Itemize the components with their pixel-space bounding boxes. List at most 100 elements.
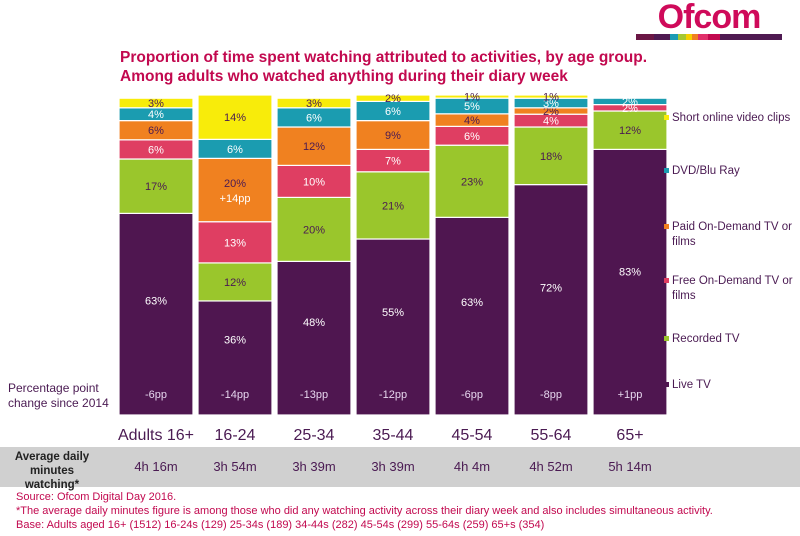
bar-segment [592,148,668,416]
data-label: 2% [622,103,638,115]
chart-title-line1: Proportion of time spent watching attrib… [120,49,648,66]
data-label: 3% [148,98,164,110]
data-label: 10% [303,176,325,188]
legend-label-cont: films [672,290,696,302]
data-label: 63% [145,295,167,307]
data-label: 6% [148,144,164,156]
stacked-bar-chart: 63%17%6%6%4%3%-6pp36%12%13%20%+14pp6%14%… [118,92,793,444]
logo-strip-segment [670,34,678,40]
legend: Short online video clips DVD/Blu Ray Paid … [664,112,793,391]
legend-swatch [664,336,669,341]
annotation-label: +14pp [220,193,251,205]
data-label: 83% [619,266,641,278]
bar-segment [276,97,352,109]
pp-change-label: -14pp [221,389,249,401]
logo-strip-segment [760,34,782,40]
data-label: 12% [224,277,246,289]
data-label: 4% [543,116,559,128]
bar-segment [276,126,352,167]
data-label: 4% [148,109,164,121]
chart-subtitle: Among adults who watched anything during… [120,68,568,85]
average-minutes-value: 3h 54m [213,459,257,474]
data-label: 2% [543,106,559,118]
data-label: 6% [385,106,401,118]
pp-change-note: Percentage point change since 2014 [8,381,109,410]
bar-segment [592,110,668,151]
data-label: 36% [224,335,246,347]
logo-color-strip [636,34,782,40]
bar-segment [118,212,194,416]
data-label: 21% [382,200,404,212]
bar-segment [276,196,352,262]
category-label: 16-24 [215,427,256,444]
bar-segment [355,171,431,240]
average-minutes-value: 4h 16m [134,459,178,474]
legend-label-cont: films [672,236,696,248]
legend-label: Free On-Demand TV or [672,275,793,287]
category-label: Adults 16+ [118,427,194,444]
data-label: 12% [619,125,641,137]
pp-change-label: -6pp [145,389,167,401]
bar-segment [276,260,352,416]
bar-segment [197,262,273,302]
average-minutes-value: 3h 39m [292,459,336,474]
average-minutes-label: Average daily minutes watching* [14,451,90,491]
legend-swatch [664,382,669,387]
logo-wordmark: Ofcom [657,0,762,36]
data-label: 6% [306,112,322,124]
logo-strip-segment [692,34,698,40]
bar-segment [355,238,431,416]
data-label: 2% [622,96,638,108]
category-labels: Adults 16+ 16-24 25-34 35-44 45-54 55-64 65+ [118,427,644,444]
minutes-footnote: *The average daily minutes figure is amo… [16,505,713,517]
data-label: 4% [464,115,480,127]
data-label: 3% [543,98,559,110]
legend-swatch [664,278,669,283]
ofcom-logo: Ofcom [636,0,782,44]
legend-swatch [664,224,669,229]
data-label: 6% [148,125,164,137]
logo-strip-segment [636,34,654,40]
logo-strip-segment [686,34,692,40]
average-minutes-row: Average daily minutes watching* 4h 16m 3h… [0,447,800,491]
bar-segment [197,157,273,223]
bar-segment [513,94,589,99]
bar-segment [355,94,431,103]
logo-strip-segment [740,34,760,40]
data-label: 2% [385,93,401,105]
bar-segment [513,126,589,186]
legend-label: Recorded TV [672,333,740,345]
data-label: 20% [224,178,246,190]
data-label: 14% [224,112,246,124]
category-label: 55-64 [531,427,572,444]
data-label: 6% [464,131,480,143]
bars-layer: 63%17%6%6%4%3%-6pp36%12%13%20%+14pp6%14%… [118,92,668,416]
pp-change-label: -13pp [300,389,328,401]
bar-segment [513,184,589,416]
bar-segment [118,97,194,109]
bar-segment [197,94,273,140]
data-label: 18% [540,151,562,163]
base-note: Base: Adults aged 16+ (1512) 16-24s (129… [16,519,545,531]
logo-strip-segment [698,34,708,40]
category-label: 35-44 [373,427,414,444]
legend-label: Short online video clips [672,112,791,124]
average-minutes-value: 5h 14m [608,459,652,474]
pp-change-label: -8pp [540,389,562,401]
pp-change-label: +1pp [618,389,643,401]
logo-strip-segment [720,34,740,40]
data-label: 23% [461,176,483,188]
bar-segment [434,94,510,99]
data-label: 72% [540,282,562,294]
category-label: 25-34 [294,427,335,444]
chart-title: Proportion of time spent watching attrib… [120,48,680,86]
data-label: 3% [306,98,322,110]
source-note: Source: Ofcom Digital Day 2016. [16,491,177,503]
average-minutes-value: 4h 52m [529,459,573,474]
pp-change-label: -12pp [379,389,407,401]
legend-label: Live TV [672,379,711,391]
average-minutes-value: 3h 39m [371,459,415,474]
footnotes: Source: Ofcom Digital Day 2016. *The ave… [16,490,796,532]
data-label: 6% [227,144,243,156]
logo-strip-segment [654,34,670,40]
